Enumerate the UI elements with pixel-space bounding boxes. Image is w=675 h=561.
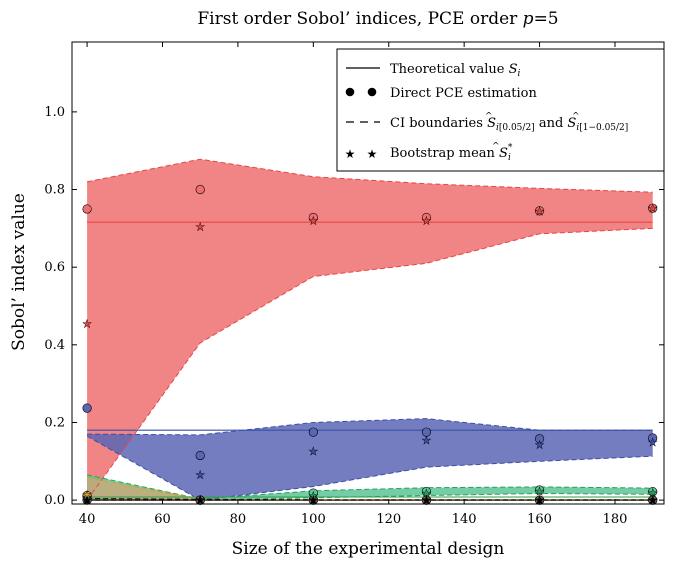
bootstrap-star-0: ★ — [82, 317, 92, 330]
bootstrap-star-1: ★ — [648, 436, 658, 449]
bootstrap-star-2: ★ — [422, 487, 432, 500]
x-tick-label: 160 — [527, 512, 552, 527]
legend-theoretical-sub: i — [518, 69, 521, 79]
direct-point-1 — [195, 450, 205, 461]
direct-point-1 — [421, 427, 432, 437]
direct-point-1 — [648, 433, 658, 443]
bootstrap-star-2: ★ — [648, 486, 658, 499]
bootstrap-star-2: ★ — [535, 485, 545, 498]
y-tick-label: 0.0 — [44, 493, 65, 508]
x-tick-label: 60 — [154, 512, 171, 527]
direct-point-0 — [195, 184, 205, 195]
legend-direct: Direct PCE estimation — [390, 86, 537, 101]
bootstrap-star-2: ★ — [195, 494, 205, 507]
legend-bootstrap-hat: ^ — [492, 142, 500, 152]
direct-point-0 — [82, 204, 92, 214]
chart-title-var: p — [523, 9, 534, 29]
legend-ci-math-high: S — [567, 116, 576, 131]
x-tick-label: 120 — [376, 512, 401, 527]
chart-title: First order Sobol’ indices, PCE order p=… — [197, 9, 558, 29]
bootstrap-star-3: ★ — [422, 494, 432, 507]
plot-area: ★★ ★ ★★ ★★★★★ ★ ★★ ★ ★ ★ ★ ★★ ★ ★ ★ ★ ★★ ★ ★ ★ ★ ★40 60 80 100 1… — [44, 41, 665, 527]
bootstrap-star-1: ★ — [195, 468, 205, 481]
direct-point-0 — [308, 212, 318, 223]
bootstrap-star-1: ★ — [422, 434, 432, 447]
legend-bootstrap-text: Bootstrap mean — [390, 146, 499, 161]
y-tick-label: 0.6 — [44, 260, 65, 275]
legend-dot-marker — [367, 87, 377, 97]
legend-ci-range-low: [0.05/2] — [499, 123, 535, 133]
bootstrap-star-3: ★ — [648, 494, 658, 507]
bootstrap-star-1: ★ — [82, 491, 92, 504]
x-tick-label: 80 — [230, 512, 247, 527]
y-tick-label: 0.4 — [44, 338, 65, 353]
ci-boundary-ci-low-1 — [86, 435, 653, 501]
bootstrap-star-1: ★ — [308, 445, 318, 458]
ci-boundary-ci-low-0 — [86, 227, 653, 501]
legend-ci-math-low: S — [487, 116, 496, 131]
legend-ci-text: CI boundaries — [390, 116, 487, 131]
legend-ci-hat: ^ — [572, 112, 580, 122]
x-tick-label: 180 — [603, 512, 628, 527]
legend-ci-sub-low: i — [496, 123, 499, 133]
legend-star-marker: ★ — [345, 147, 356, 161]
legend-theoretical-math: S — [509, 62, 518, 77]
direct-point-0 — [421, 212, 432, 223]
x-tick-label: 40 — [79, 512, 96, 527]
legend-ci: CI boundaries Si[0.05/2] and Si[1−0.05/2… — [390, 116, 628, 133]
x-tick-label: 140 — [452, 512, 477, 527]
bootstrap-star-0: ★ — [195, 220, 205, 233]
ci-band-0 — [87, 159, 653, 501]
legend-dot-marker — [345, 87, 355, 97]
bootstrap-star-4: ★ — [422, 494, 432, 507]
ci-boundary-ci-high-2 — [86, 474, 653, 500]
ci-boundary-ci-high-4 — [87, 498, 653, 501]
bootstrap-star-2: ★ — [308, 489, 318, 502]
ci-band-1 — [87, 418, 653, 501]
bootstrap-star-2: ★ — [82, 492, 92, 505]
direct-point-0 — [534, 206, 545, 216]
bootstrap-star-0: ★ — [535, 205, 545, 218]
legend-star-marker: ★ — [367, 147, 378, 161]
axes-frame — [71, 41, 665, 505]
legend-box — [336, 48, 665, 172]
legend-ci-and: and — [535, 116, 568, 131]
chart-title-main: First order Sobol’ indices, PCE order — [197, 9, 522, 29]
bootstrap-star-0: ★ — [308, 215, 318, 228]
bootstrap-star-0: ★ — [422, 215, 432, 228]
legend-bootstrap-math: S — [499, 146, 508, 161]
direct-point-1 — [308, 427, 318, 437]
direct-point-0 — [648, 203, 658, 213]
legend-theoretical-text: Theoretical value — [390, 62, 509, 77]
y-tick-label: 1.0 — [44, 105, 65, 120]
x-tick-label: 100 — [301, 512, 326, 527]
ci-boundary-ci-high-0 — [87, 158, 653, 193]
legend: Theoretical value Si Direct PCE estimati… — [336, 48, 665, 172]
legend-bootstrap-sup: * — [508, 143, 513, 153]
bootstrap-star-3: ★ — [82, 488, 92, 501]
legend-bootstrap-sub: i — [508, 153, 511, 163]
direct-point-2 — [534, 485, 545, 495]
legend-bootstrap: Bootstrap mean Si* — [390, 143, 513, 163]
bootstrap-star-3: ★ — [195, 494, 205, 507]
legend-ci-sub-high: i — [576, 123, 579, 133]
legend-theoretical: Theoretical value Si — [390, 62, 521, 79]
bootstrap-star-1: ★ — [535, 439, 545, 452]
y-axis-label: Sobol’ index value — [9, 193, 29, 351]
bootstrap-star-4: ★ — [648, 494, 658, 507]
bootstrap-star-4: ★ — [195, 494, 205, 507]
direct-point-1 — [82, 403, 92, 413]
chart-title-rest: =5 — [534, 9, 559, 29]
legend-ci-range-high: [1−0.05/2] — [579, 123, 628, 133]
direct-point-1 — [534, 434, 545, 444]
bootstrap-star-0: ★ — [648, 202, 658, 215]
y-tick-label: 0.8 — [44, 183, 65, 198]
legend-ci-hat: ^ — [485, 112, 493, 122]
ci-band-3 — [87, 477, 653, 501]
x-axis-label: Size of the experimental design — [232, 539, 505, 559]
y-tick-label: 0.2 — [44, 415, 65, 430]
